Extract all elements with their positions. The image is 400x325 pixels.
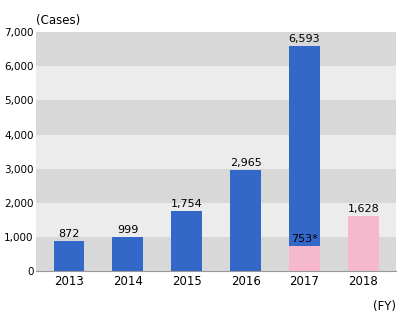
Bar [36, 100, 396, 135]
Text: (Cases): (Cases) [36, 14, 81, 27]
Bar [36, 135, 396, 169]
Bar [36, 66, 396, 100]
Bar [171, 211, 202, 271]
Bar [348, 215, 379, 271]
Bar [230, 170, 261, 271]
Text: (FY): (FY) [373, 300, 396, 313]
Text: 1,754: 1,754 [171, 199, 202, 209]
Bar [36, 32, 396, 66]
Text: 6,593: 6,593 [289, 34, 320, 44]
Text: 872: 872 [58, 229, 80, 240]
Bar [36, 203, 396, 237]
Text: 999: 999 [117, 225, 138, 235]
Bar [112, 237, 143, 271]
Bar [289, 246, 320, 271]
Bar [36, 169, 396, 203]
Text: 2,965: 2,965 [230, 158, 262, 168]
Bar [54, 241, 84, 271]
Text: 753*: 753* [291, 234, 318, 244]
Bar [289, 46, 320, 271]
Bar [36, 237, 396, 271]
Text: 1,628: 1,628 [348, 203, 379, 214]
